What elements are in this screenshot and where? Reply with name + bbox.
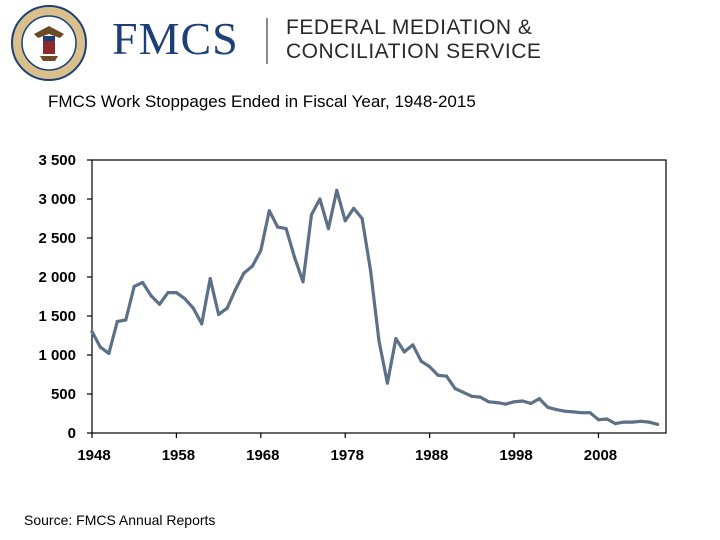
- data-point: [529, 401, 533, 405]
- x-tick-label: 2008: [584, 447, 617, 464]
- data-point: [596, 418, 601, 422]
- data-point: [115, 319, 119, 324]
- data-point: [174, 291, 178, 295]
- data-point: [124, 318, 128, 322]
- x-axis: 1948 1958 1968 1978 1988 1998 2008: [77, 433, 617, 464]
- data-point: [554, 408, 558, 412]
- y-tick-label: 3 500: [38, 152, 76, 169]
- data-point: [546, 405, 550, 409]
- data-point: [208, 277, 212, 281]
- data-point: [453, 386, 457, 391]
- agency-name: FEDERAL MEDIATION & CONCILIATION SERVICE: [286, 16, 541, 64]
- data-point: [183, 297, 187, 301]
- chart-title: FMCS Work Stoppages Ended in Fiscal Year…: [48, 92, 476, 111]
- data-point: [588, 411, 592, 415]
- data-point: [411, 343, 415, 347]
- x-tick-label: 1968: [246, 447, 279, 464]
- data-point: [90, 330, 94, 334]
- y-tick-label: 0: [68, 425, 76, 442]
- data-point: [402, 350, 406, 354]
- data-point: [284, 227, 288, 231]
- data-point: [132, 284, 136, 288]
- data-point: [301, 280, 305, 284]
- data-points: [90, 188, 660, 426]
- y-tick-label: 2 500: [38, 230, 76, 247]
- x-tick-label: 1998: [499, 447, 532, 464]
- data-point: [242, 271, 246, 275]
- logo-divider: [266, 18, 268, 64]
- data-point: [512, 400, 516, 404]
- data-point: [107, 351, 111, 355]
- data-point: [326, 227, 330, 231]
- agency-name-line2: CONCILIATION SERVICE: [286, 40, 542, 63]
- data-point: [200, 322, 204, 326]
- data-point: [461, 390, 465, 394]
- data-point: [225, 306, 229, 310]
- data-point: [537, 397, 542, 401]
- agency-name-line1: FEDERAL MEDIATION &: [286, 16, 533, 39]
- data-point: [428, 365, 432, 369]
- data-point: [436, 373, 440, 377]
- data-point: [352, 206, 356, 210]
- data-point: [259, 248, 263, 253]
- data-point: [335, 188, 339, 192]
- logo-text: FMCS: [112, 13, 239, 64]
- data-point: [647, 420, 651, 424]
- data-point: [191, 306, 195, 310]
- data-point: [157, 302, 162, 306]
- y-tick-label: 3 000: [38, 191, 76, 208]
- data-point: [309, 213, 314, 217]
- data-point: [613, 422, 618, 426]
- series-line-work-stoppages: [90, 188, 660, 426]
- data-point: [141, 280, 145, 285]
- plot-frame: [91, 159, 667, 434]
- data-point: [149, 294, 153, 298]
- data-point: [233, 287, 238, 292]
- data-point: [571, 410, 575, 414]
- data-point: [250, 264, 254, 268]
- data-point: [605, 417, 609, 421]
- fmcs-seal-icon: [11, 5, 87, 81]
- data-point: [639, 419, 643, 423]
- data-point: [520, 399, 525, 403]
- data-point: [360, 216, 364, 221]
- data-point: [98, 345, 102, 349]
- data-point: [369, 269, 373, 273]
- data-point: [478, 395, 482, 399]
- y-tick-label: 1 000: [38, 347, 76, 364]
- y-tick-label: 1 500: [38, 308, 76, 325]
- y-axis: 0 500 1 000 1 500 2 000 2 500 3 000 3 500: [38, 152, 92, 442]
- x-tick-label: 1948: [77, 447, 110, 464]
- data-point: [622, 420, 626, 424]
- x-tick-label: 1988: [415, 447, 448, 464]
- data-point: [563, 409, 567, 413]
- data-point: [470, 394, 474, 398]
- source-note: Source: FMCS Annual Reports: [24, 512, 216, 528]
- x-tick-label: 1958: [162, 447, 195, 464]
- data-point: [385, 381, 389, 385]
- data-point: [394, 337, 398, 341]
- header: FMCS FEDERAL MEDIATION & CONCILIATION SE…: [0, 0, 720, 90]
- data-point: [630, 420, 634, 424]
- data-point: [267, 209, 271, 213]
- y-tick-label: 2 000: [38, 269, 76, 286]
- data-point: [343, 219, 347, 223]
- y-tick-label: 500: [51, 386, 76, 403]
- data-point: [217, 312, 221, 316]
- data-point: [487, 400, 491, 404]
- data-point: [580, 411, 584, 415]
- data-point: [293, 255, 297, 260]
- x-tick-label: 1978: [331, 447, 364, 464]
- data-point: [419, 359, 423, 363]
- data-point: [504, 402, 508, 406]
- data-point: [166, 291, 170, 295]
- data-point: [276, 225, 280, 229]
- data-point: [495, 401, 499, 405]
- data-point: [318, 197, 322, 201]
- data-point: [444, 374, 449, 378]
- data-point: [656, 422, 660, 426]
- data-point: [377, 339, 381, 343]
